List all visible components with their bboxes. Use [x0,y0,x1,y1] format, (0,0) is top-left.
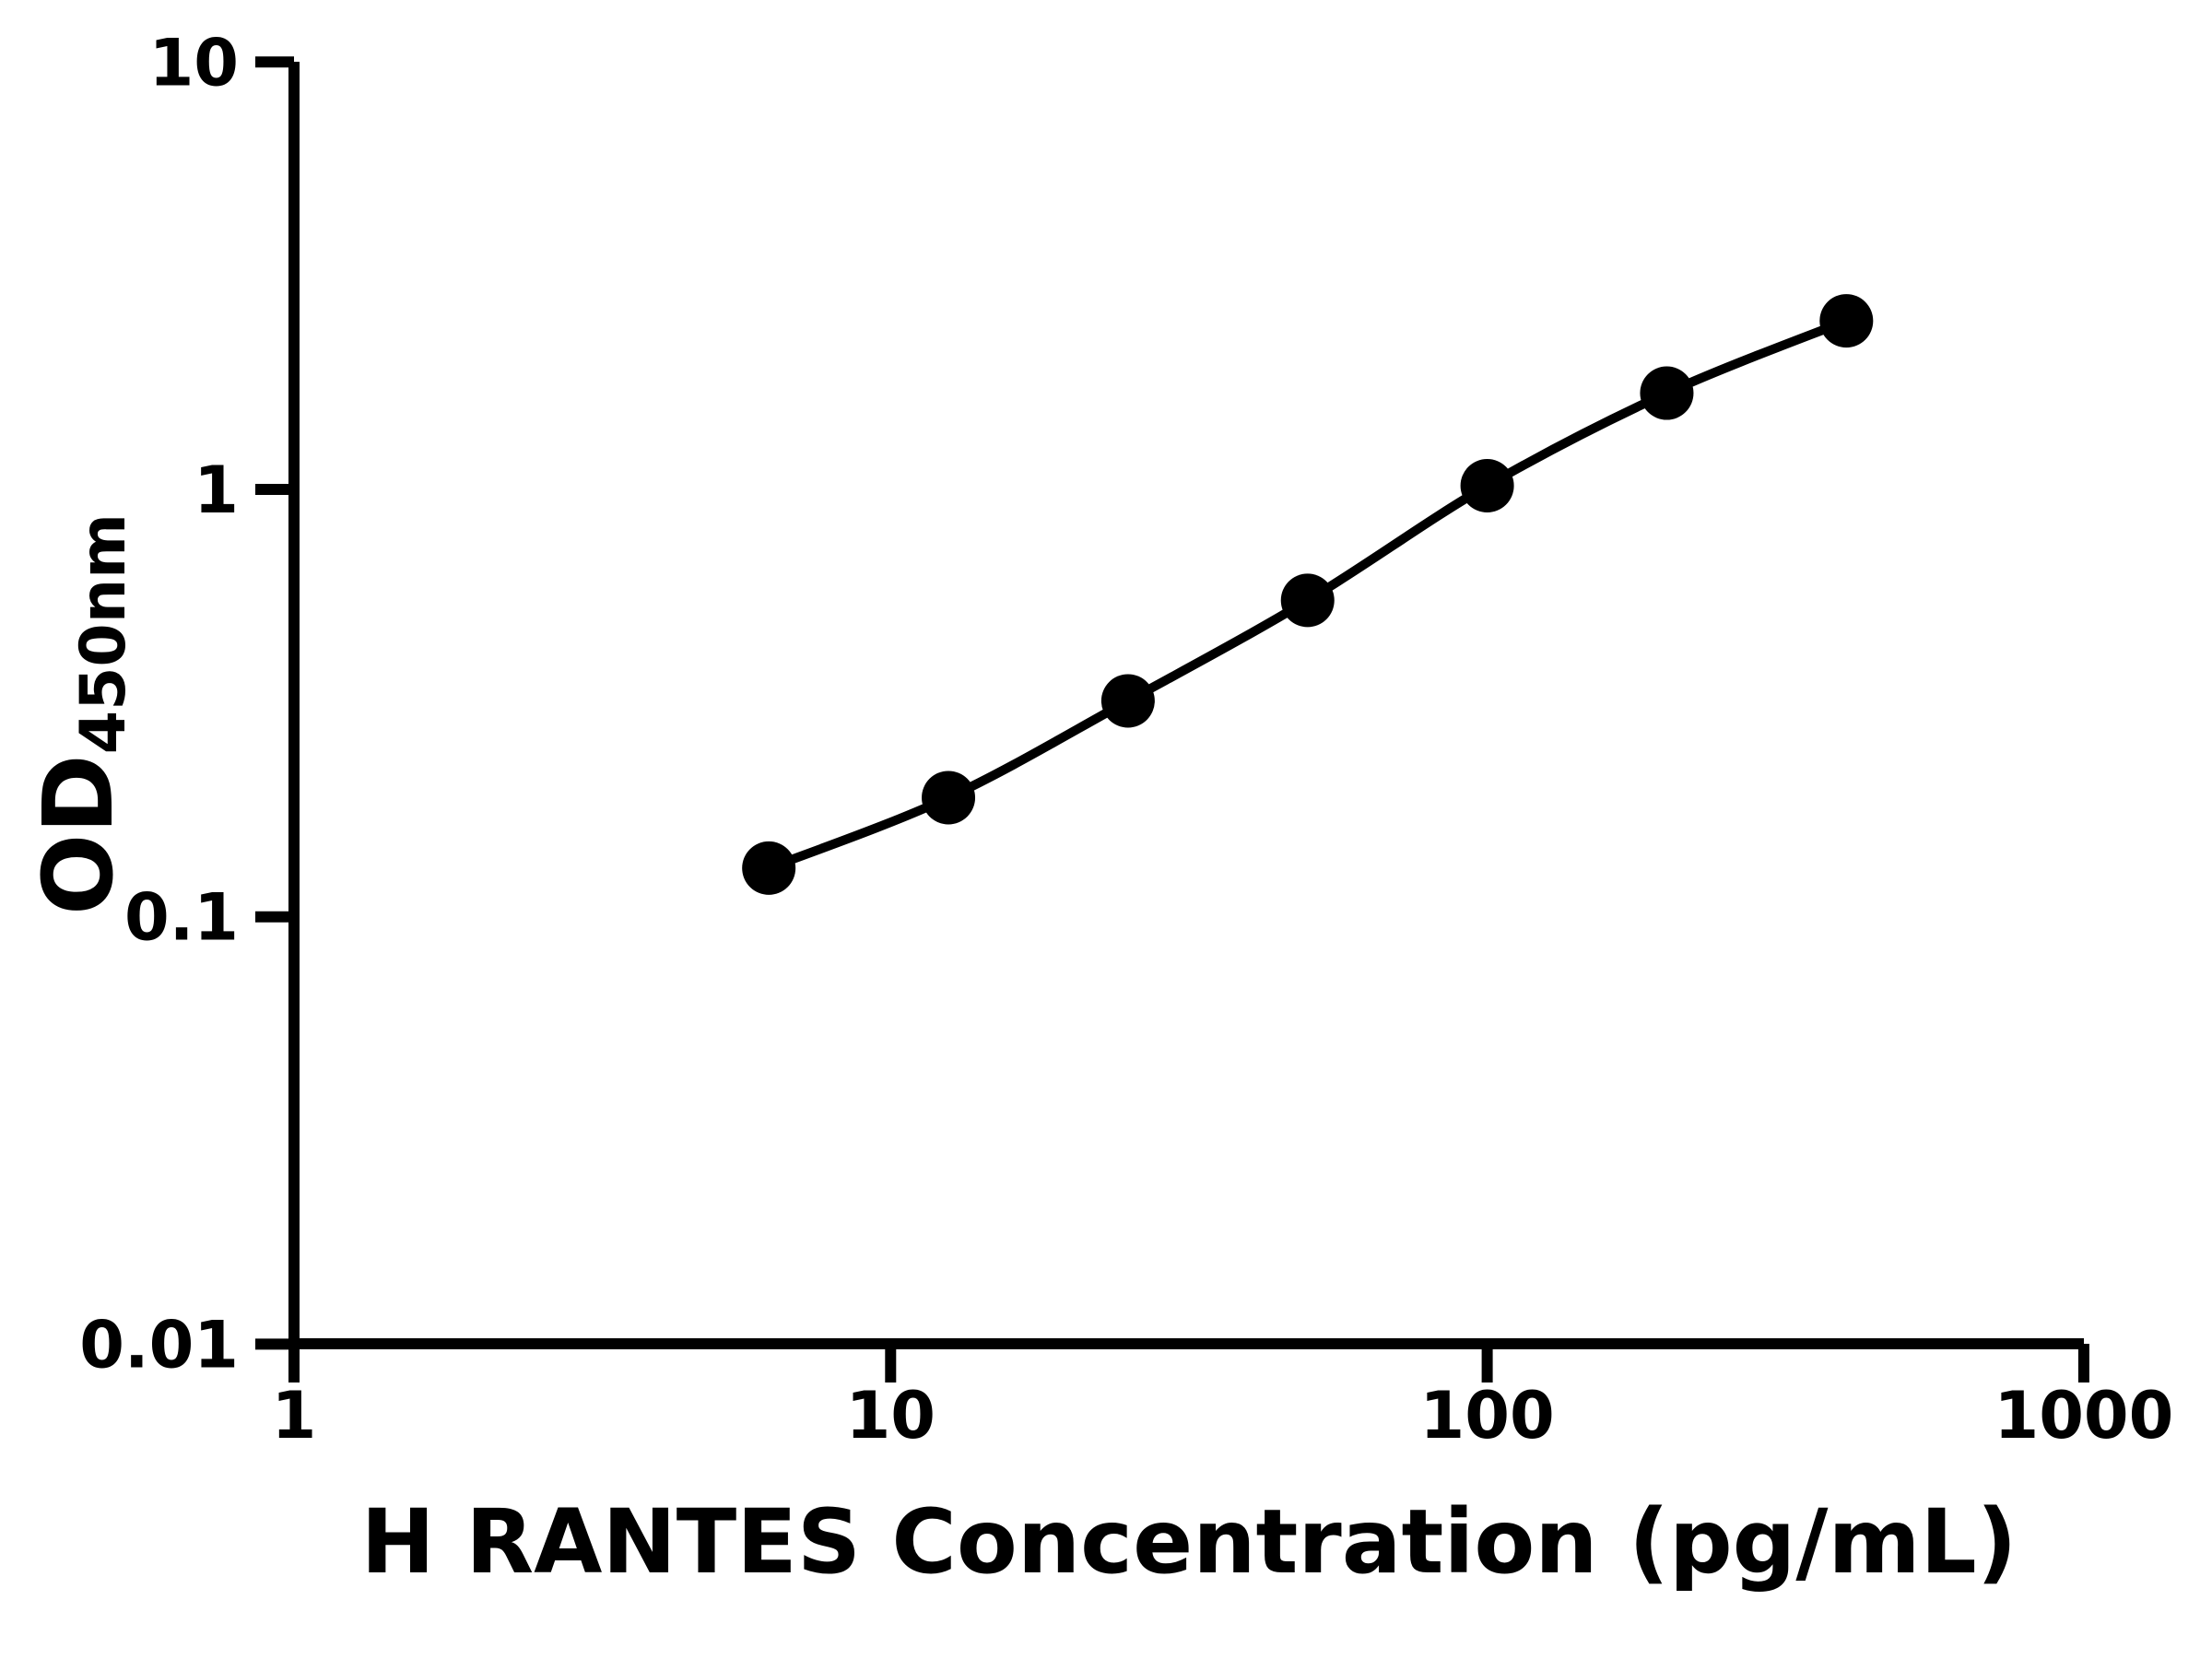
data-point-marker [1100,674,1155,728]
x-tick-label: 1 [272,1378,317,1453]
data-point-marker [1819,294,1874,348]
y-tick-label: 1 [194,453,239,528]
y-axis-title-subscript: 450nm [67,513,140,755]
data-point-marker [1460,459,1514,513]
y-axis-title-main: OD [22,754,135,915]
data-point-marker [742,841,796,895]
data-point-marker [1280,573,1335,628]
x-tick-label: 1000 [1994,1378,2173,1453]
data-point-marker [922,771,976,825]
x-tick-label: 100 [1420,1378,1555,1453]
y-tick-label: 0.1 [124,880,239,956]
y-tick-label: 0.01 [79,1307,239,1382]
x-tick-label: 10 [846,1378,935,1453]
y-tick-label: 10 [149,25,239,100]
axis-spines [288,62,2084,1349]
y-axis-title: OD450nm [22,513,140,915]
x-axis-title: H RANTES Concentration (pg/mL) [360,1490,2018,1594]
data-point-marker [1640,366,1694,420]
